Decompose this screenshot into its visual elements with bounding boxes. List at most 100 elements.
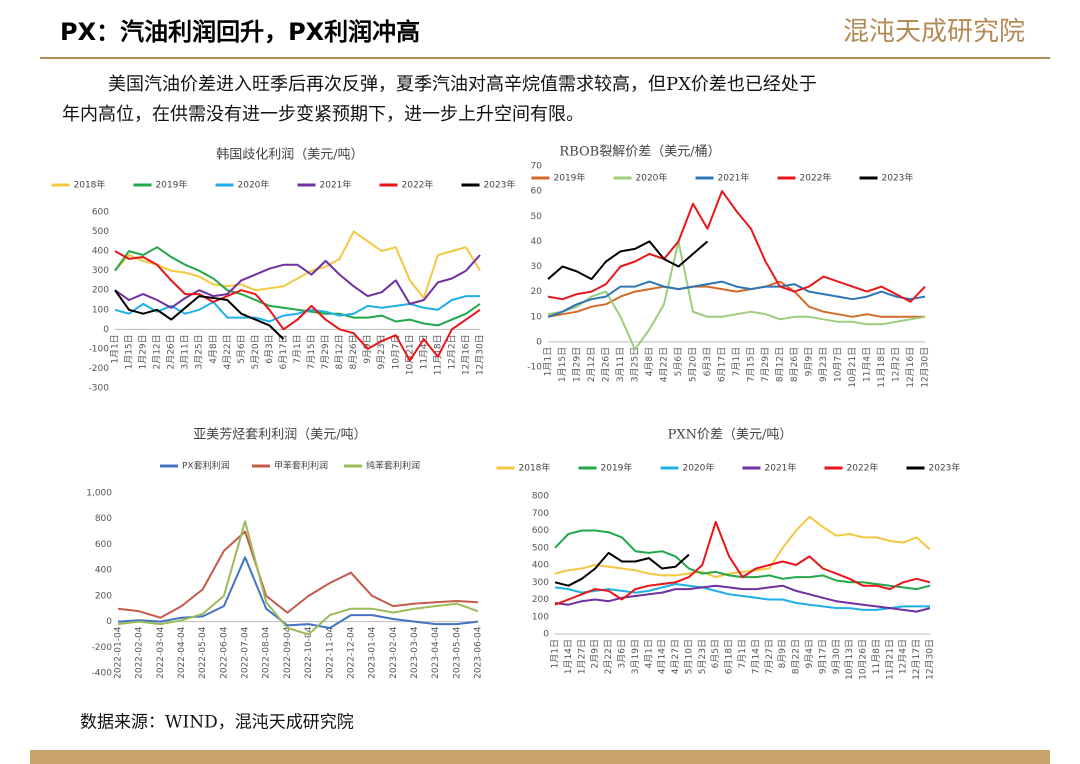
x-tick-label: 7月29日 [760, 347, 771, 382]
y-tick-label: -300 [89, 384, 110, 394]
x-tick-label: 1月1日 [550, 639, 561, 668]
series-line [117, 530, 479, 619]
x-tick-label: 2022-05-04 [198, 626, 208, 679]
x-tick-label: 9月17日 [817, 639, 828, 674]
series-line [114, 250, 481, 362]
y-tick-label: 400 [95, 566, 112, 576]
series-line [114, 295, 480, 323]
series-line [114, 254, 481, 309]
x-tick-label: 2023-02-04 [389, 626, 399, 679]
x-tick-label: 4月8日 [208, 334, 219, 363]
x-tick-label: 1月15日 [557, 347, 568, 382]
x-tick-label: 12月2日 [446, 334, 457, 369]
y-tick-label: 500 [92, 227, 109, 237]
y-tick-label: 200 [532, 595, 549, 605]
x-tick-label: 2022-12-04 [346, 626, 356, 679]
legend-label: 2021年 [718, 172, 750, 184]
y-tick-label: 100 [532, 612, 549, 622]
y-tick-label: 800 [532, 492, 549, 502]
y-tick-label: 600 [95, 540, 112, 550]
series-line [547, 280, 926, 318]
y-tick-label: 60 [531, 187, 543, 197]
x-tick-label: 6月17日 [717, 347, 728, 382]
x-tick-label: 7月14日 [750, 639, 761, 674]
x-tick-label: 10月7日 [833, 347, 844, 382]
x-tick-label: 7月15日 [306, 334, 317, 369]
legend-label: 2020年 [238, 179, 270, 191]
x-tick-label: 4月1日 [643, 639, 654, 668]
y-tick-label: 700 [532, 509, 549, 519]
x-tick-label: 1月29日 [138, 334, 149, 369]
series-line [554, 551, 690, 587]
x-tick-label: 8月12日 [775, 347, 786, 382]
legend-label: 2023年 [929, 462, 961, 474]
series-line [547, 190, 926, 303]
legend-label: 2022年 [402, 179, 434, 191]
source: 数据来源：WIND，混沌天成研究院 [80, 713, 354, 733]
x-tick-label: 1月1日 [543, 347, 554, 376]
x-tick-label: 8月9日 [777, 639, 788, 668]
series-line [114, 289, 285, 340]
footer-bar [30, 750, 1050, 764]
x-tick-label: 2023-06-04 [474, 626, 484, 679]
legend-label: PX套利利润 [182, 460, 230, 472]
x-tick-label: 12月17日 [911, 639, 922, 680]
x-tick-label: 9月9日 [804, 347, 815, 376]
x-tick-label: 2022-07-04 [241, 626, 251, 679]
x-tick-label: 9月23日 [376, 334, 387, 369]
x-tick-label: 3月6日 [616, 639, 627, 668]
legend-label: 2019年 [601, 462, 633, 474]
x-tick-label: 2022-01-04 [114, 626, 124, 679]
legend-label: 2019年 [554, 172, 586, 184]
y-tick-label: 300 [532, 578, 549, 588]
x-tick-label: 6月5日 [710, 639, 721, 668]
x-tick-label: 9月30日 [831, 639, 842, 674]
x-tick-label: 2022-11-04 [325, 626, 335, 679]
series-line [554, 583, 930, 611]
x-tick-label: 7月1日 [292, 334, 303, 363]
legend-label: 2022年 [847, 462, 879, 474]
x-tick-label: 1月27日 [576, 639, 587, 674]
x-tick-label: 9月23日 [818, 347, 829, 382]
legend-label: 甲苯套利利润 [274, 460, 328, 472]
y-tick-label: 0 [536, 337, 542, 347]
x-tick-label: 11月4日 [418, 334, 429, 369]
legend-label: 2020年 [636, 172, 668, 184]
logo: 混沌天成研究院 [843, 17, 1025, 47]
x-tick-label: 12月2日 [891, 347, 902, 382]
y-tick-label: 400 [92, 247, 109, 257]
x-tick-label: 5月10日 [683, 639, 694, 674]
x-tick-label: 7月29日 [320, 334, 331, 369]
x-tick-label: 9月4日 [804, 639, 815, 668]
x-tick-label: 3月19日 [630, 639, 641, 674]
y-tick-label: 50 [531, 212, 543, 222]
x-tick-label: 12月4日 [898, 639, 909, 674]
legend-label: 2019年 [156, 179, 188, 191]
y-tick-label: 70 [531, 162, 543, 172]
x-tick-label: 2023-04-04 [431, 626, 441, 679]
y-tick-label: 1,000 [86, 489, 112, 499]
x-tick-label: 12月16日 [460, 334, 471, 375]
x-tick-label: 2月26日 [166, 334, 177, 369]
x-tick-label: 2022-09-04 [283, 626, 293, 679]
legend-label: 2018年 [519, 462, 551, 474]
y-tick-label: 10 [531, 312, 543, 322]
series-line [117, 520, 479, 636]
x-tick-label: 5月20日 [250, 334, 261, 369]
x-tick-label: 1月14日 [563, 639, 574, 674]
x-tick-label: 8月22日 [791, 639, 802, 674]
x-tick-label: 7月27日 [764, 639, 775, 674]
x-tick-label: 10月7日 [390, 334, 401, 369]
x-tick-label: 2022-08-04 [262, 626, 272, 679]
x-tick-label: 2月12日 [586, 347, 597, 382]
chart-title: 亚美芳烃套利利润（美元/吨） [193, 427, 366, 443]
x-tick-label: 5月6日 [236, 334, 247, 363]
x-tick-label: 6月17日 [278, 334, 289, 369]
series-line [547, 240, 709, 281]
chart-title: PXN价差（美元/吨） [668, 428, 793, 443]
y-tick-label: 0 [106, 617, 112, 627]
x-tick-label: 10月21日 [404, 334, 415, 375]
y-tick-label: 800 [95, 514, 112, 524]
x-tick-label: 2022-02-04 [135, 626, 145, 679]
paragraph-line: 美国汽油价差进入旺季后再次反弹，夏季汽油对高辛烷值需求较高，但PX价差也已经处于 [108, 74, 817, 95]
